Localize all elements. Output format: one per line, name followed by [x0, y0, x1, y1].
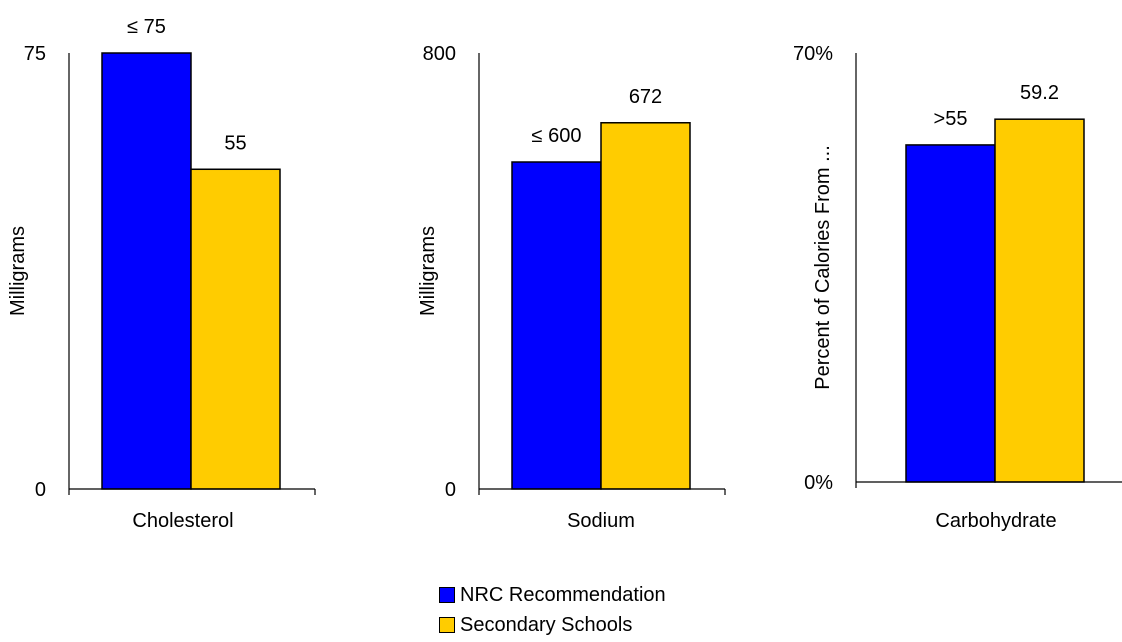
- chart-3-data-label-1: >55: [934, 108, 968, 130]
- legend-label-nrc-recommendation: NRC Recommendation: [460, 583, 666, 606]
- legend-item-secondary-schools: Secondary Schools: [439, 610, 666, 640]
- chart-3-bar-2: [994, 118, 1085, 483]
- chart-1-y-tick-label-max: 75: [24, 43, 46, 65]
- chart-2-y-tick-label-max: 800: [423, 43, 456, 65]
- legend-swatch-nrc-recommendation: [439, 587, 455, 603]
- legend-item-nrc-recommendation: NRC Recommendation: [439, 580, 666, 610]
- chart-3-bar-1: [905, 144, 996, 483]
- legend-label-secondary-schools: Secondary Schools: [460, 613, 633, 636]
- chart-2-data-label-1: ≤ 600: [532, 125, 582, 147]
- chart-3-data-label-2: 59.2: [1020, 82, 1059, 104]
- chart-3-y-tick-label-min: 0%: [804, 472, 833, 494]
- chart-2-bar-2: [600, 122, 691, 490]
- chart-2-y-axis-label: Milligrams: [417, 226, 439, 316]
- chart-1-y-tick-label-min: 0: [35, 479, 46, 501]
- chart-2-bar-1: [511, 161, 602, 490]
- chart-1-bar-2: [190, 168, 281, 490]
- chart-2-y-tick-label-min: 0: [445, 479, 456, 501]
- chart-1-data-label-1: ≤ 75: [127, 16, 166, 38]
- legend: NRC Recommendation Secondary Schools: [439, 580, 666, 640]
- chart-1-bar-1: [101, 52, 192, 490]
- chart-2-x-category-label: Sodium: [567, 510, 635, 532]
- chart-3-y-axis-label: Percent of Calories From ...: [812, 145, 834, 390]
- legend-swatch-secondary-schools: [439, 617, 455, 633]
- chart-3-y-tick-label-max: 70%: [793, 43, 833, 65]
- chart-3-x-category-label: Carbohydrate: [935, 510, 1056, 532]
- chart-2-data-label-2: 672: [629, 86, 662, 108]
- chart-1-data-label-2: 55: [224, 132, 246, 154]
- chart-1-y-axis-label: Milligrams: [7, 226, 29, 316]
- chart-1-x-category-label: Cholesterol: [132, 510, 233, 532]
